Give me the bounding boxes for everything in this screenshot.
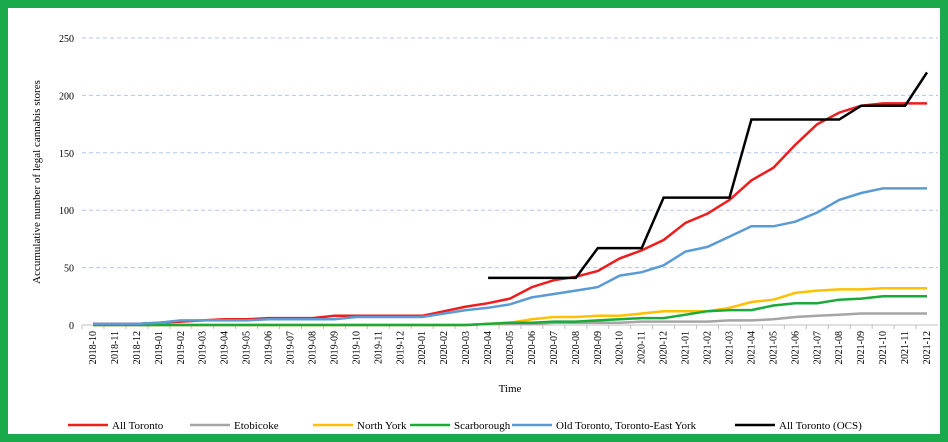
x-tick-label: 2020-06 (527, 331, 538, 364)
y-tick-label: 150 (59, 149, 74, 160)
x-tick-label: 2021-10 (878, 331, 889, 364)
x-tick-label: 2020-11 (637, 331, 648, 364)
x-tick-label: 2020-03 (461, 331, 472, 364)
x-axis-label: Time (499, 383, 522, 395)
x-tick-label: 2019-07 (286, 331, 297, 364)
x-tick-label: 2019-05 (242, 331, 253, 364)
x-tick-label: 2021-11 (900, 331, 911, 364)
x-tick-label: 2020-02 (439, 331, 450, 364)
x-tick-label: 2020-04 (483, 331, 494, 364)
x-tick-label: 2020-12 (659, 331, 670, 364)
x-tick-label: 2019-02 (176, 331, 187, 364)
x-tick-label: 2018-11 (110, 331, 121, 364)
x-tick-label: 2018-10 (88, 331, 99, 364)
legend-label: All Toronto (112, 420, 164, 432)
x-tick-label: 2021-03 (724, 331, 735, 364)
y-tick-label: 200 (59, 91, 74, 102)
x-tick-label: 2021-09 (856, 331, 867, 364)
x-tick-label: 2019-11 (373, 331, 384, 364)
x-tick-label: 2021-05 (768, 331, 779, 364)
series-line (488, 71, 929, 280)
x-tick-label: 2019-12 (395, 331, 406, 364)
x-tick-label: 2021-12 (922, 331, 933, 364)
x-tick-label: 2018-12 (132, 331, 143, 364)
legend-label: Old Toronto, Toronto-East York (556, 420, 697, 432)
x-tick-label: 2019-01 (154, 331, 165, 364)
x-tick-label: 2019-10 (351, 331, 362, 364)
x-tick-label: 2020-10 (615, 331, 626, 364)
x-tick-label: 2021-01 (681, 331, 692, 364)
legend-label: Etobicoke (234, 420, 279, 432)
x-tick-label: 2021-08 (834, 331, 845, 364)
x-tick-label: 2021-06 (790, 331, 801, 364)
y-tick-label: 50 (64, 264, 74, 275)
x-tick-label: 2019-06 (264, 331, 275, 364)
x-tick-label: 2020-07 (549, 331, 560, 364)
x-tick-label: 2020-08 (571, 331, 582, 364)
x-tick-label: 2019-04 (220, 331, 231, 364)
x-tick-label: 2021-07 (812, 331, 823, 364)
x-tick-label: 2020-09 (593, 331, 604, 364)
x-tick-label: 2020-05 (505, 331, 516, 364)
x-tick-label: 2020-01 (417, 331, 428, 364)
x-tick-label: 2021-02 (703, 331, 714, 364)
y-axis-label: Accumulative number of legal cannabis st… (31, 80, 43, 284)
series-line (93, 295, 927, 327)
x-tick-label: 2019-03 (198, 331, 209, 364)
y-tick-label: 250 (59, 34, 74, 45)
legend-label: All Toronto (OCS) (779, 420, 862, 432)
legend-label: North York (357, 420, 407, 432)
y-tick-label: 100 (59, 206, 74, 217)
series-line (93, 187, 927, 326)
x-tick-label: 2019-08 (307, 331, 318, 364)
x-tick-label: 2019-09 (329, 331, 340, 364)
y-tick-label: 0 (69, 321, 74, 332)
legend-label: Scarborough (454, 420, 511, 432)
x-tick-label: 2021-04 (746, 331, 757, 364)
